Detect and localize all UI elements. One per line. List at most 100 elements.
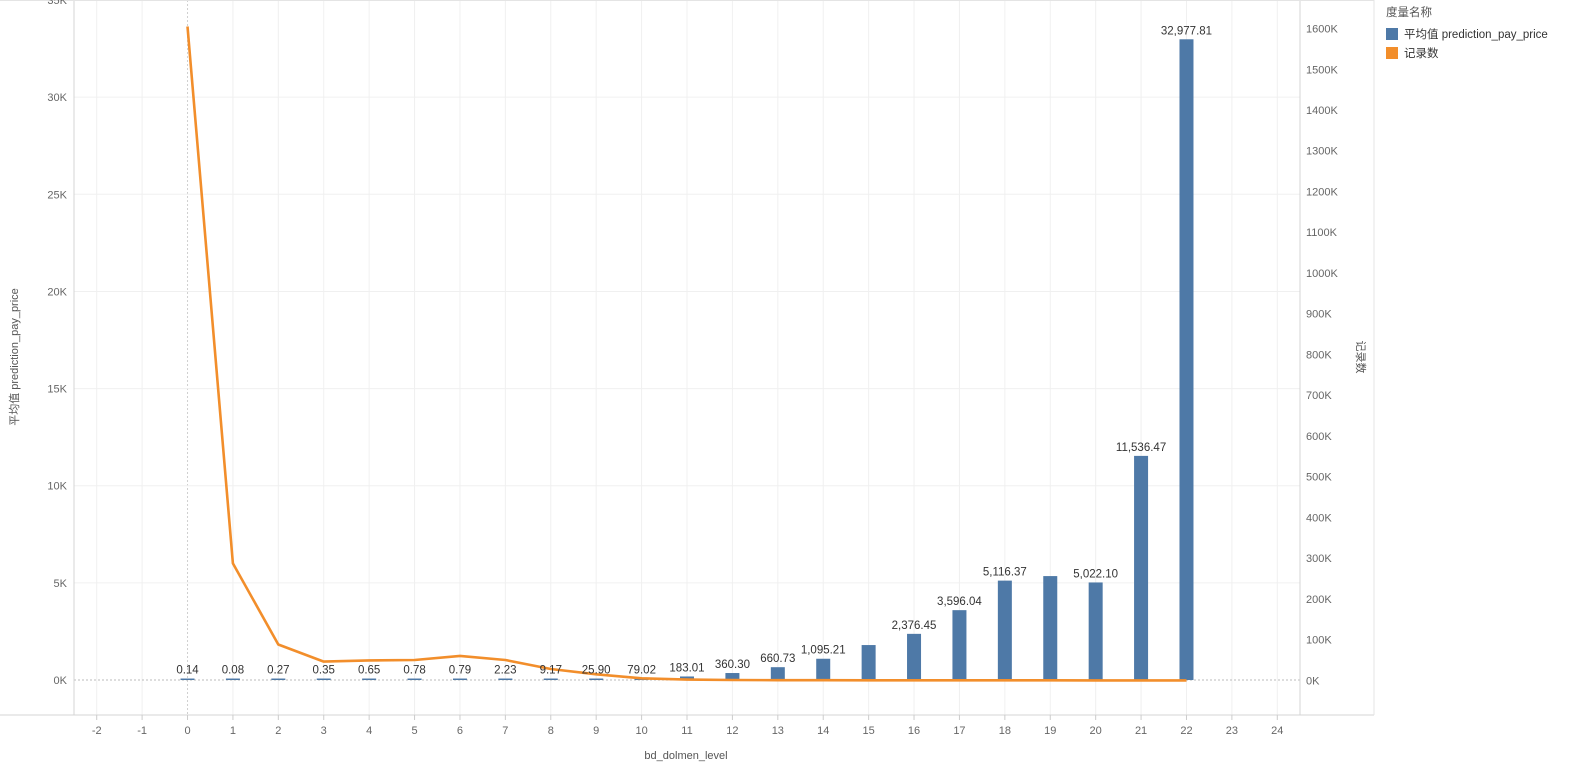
bar-level-22[interactable] (1179, 39, 1194, 681)
x-tick-label: 10 (635, 725, 647, 737)
x-tick-label: 16 (908, 725, 920, 737)
x-tick-label: -2 (92, 725, 102, 737)
y-right-tick-label: 1200K (1306, 186, 1338, 198)
y-right-tick-label: 200K (1306, 594, 1332, 606)
y-right-tick-label: 700K (1306, 390, 1332, 402)
bar-level-4[interactable] (362, 678, 377, 681)
x-tick-label: 4 (366, 725, 372, 737)
y-right-tick-label: 500K (1306, 472, 1332, 484)
bar-level-13[interactable] (770, 667, 785, 681)
bar-data-label: 0.27 (267, 665, 289, 677)
bar-data-label: 11,536.47 (1116, 442, 1166, 454)
x-tick-label: 7 (502, 725, 508, 737)
bar-data-label: 183.01 (669, 662, 704, 674)
y-right-tick-label: 0K (1306, 675, 1320, 687)
x-tick-label: 1 (230, 725, 236, 737)
bar-level-11[interactable] (680, 676, 694, 681)
bar-level-8[interactable] (543, 678, 558, 681)
bar-level-15[interactable] (861, 645, 876, 681)
bar-series (180, 39, 1194, 681)
bar-data-label: 0.35 (313, 665, 335, 677)
x-tick-label: 17 (953, 725, 965, 737)
bar-level-1[interactable] (225, 678, 240, 681)
legend-item-record-count[interactable]: 记录数 (1386, 43, 1548, 62)
y-left-tick-label: 35K (47, 0, 67, 7)
y-right-tick-label: 400K (1306, 512, 1332, 524)
x-tick-label: 22 (1180, 725, 1192, 737)
x-tick-label: 19 (1044, 725, 1056, 737)
x-tick-label: 15 (863, 725, 875, 737)
bar-level-14[interactable] (816, 658, 831, 681)
record-count-line[interactable] (186, 26, 1187, 682)
x-tick-label: 11 (681, 725, 692, 737)
legend-title: 度量名称 (1386, 7, 1432, 19)
bar-level-21[interactable] (1134, 455, 1149, 681)
x-tick-label: 14 (817, 725, 829, 737)
bar-data-label: 25.90 (582, 665, 611, 677)
legend: 度量名称 平均值 prediction_pay_price 记录数 (1386, 4, 1548, 62)
y-left-tick-label: 0K (54, 675, 68, 687)
x-tick-label: 8 (548, 725, 554, 737)
y-right-tick-label: 800K (1306, 349, 1332, 361)
data-labels: 0.14 0.08 0.27 0.35 0.65 0.78 0.79 2.23 9.17 25.9… (176, 25, 1212, 676)
bar-data-label: 1,095.21 (801, 645, 846, 657)
x-tick-label: 5 (411, 725, 417, 737)
bar-level-3[interactable] (316, 678, 331, 681)
legend-label-record-count: 记录数 (1404, 47, 1439, 60)
x-tick-label: 24 (1271, 725, 1283, 737)
bar-data-label: 0.14 (176, 665, 199, 677)
y-right-tick-label: 900K (1306, 309, 1332, 321)
y-left-tick-label: 15K (47, 384, 67, 396)
x-axis-title: bd_dolmen_level (644, 750, 727, 762)
bar-data-label: 2.23 (494, 665, 516, 677)
y-left-tick-label: 20K (47, 286, 67, 298)
bar-level-16[interactable] (907, 633, 922, 681)
bar-level-5[interactable] (407, 678, 422, 681)
bar-level-0[interactable] (180, 678, 195, 681)
bar-data-label: 2,376.45 (892, 620, 937, 632)
left-axis-title: 平均值 prediction_pay_price (8, 288, 21, 426)
y-right-tick-label: 1000K (1306, 268, 1338, 280)
bar-level-6[interactable] (452, 678, 467, 681)
legend-label-avg-price: 平均值 prediction_pay_price (1404, 28, 1548, 41)
x-tick-label: 12 (726, 725, 738, 737)
y-right-tick-label: 1300K (1306, 146, 1338, 158)
bar-level-12[interactable] (725, 673, 740, 681)
line-series (186, 26, 1187, 682)
y-right-tick-label: 1100K (1306, 227, 1338, 239)
bar-data-label: 79.02 (627, 664, 656, 676)
x-tick-label: 2 (275, 725, 281, 737)
bar-level-19[interactable] (1043, 576, 1058, 681)
x-tick-label: 23 (1226, 725, 1238, 737)
x-tick-label: 18 (999, 725, 1011, 737)
y-left-tick-label: 25K (47, 189, 67, 201)
legend-item-avg-price[interactable]: 平均值 prediction_pay_price (1386, 24, 1548, 43)
bar-data-label: 0.65 (358, 665, 380, 677)
bar-data-label: 5,116.37 (983, 567, 1027, 579)
bar-level-9[interactable] (589, 678, 604, 681)
x-tick-label: 13 (772, 725, 784, 737)
grid-lines (74, 0, 1300, 715)
bar-data-label: 5,022.10 (1073, 568, 1118, 580)
y-left-tick-label: 5K (54, 578, 68, 590)
bar-level-20[interactable] (1088, 582, 1103, 681)
bar-data-label: 0.08 (222, 665, 244, 677)
bar-level-18[interactable] (997, 580, 1012, 681)
x-tick-label: 6 (457, 725, 463, 737)
y-left-tick-label: 30K (47, 92, 67, 104)
x-tick-label: 0 (184, 725, 190, 737)
y-right-tick-label: 100K (1306, 635, 1332, 647)
bar-level-7[interactable] (498, 678, 513, 681)
bar-level-17[interactable] (952, 610, 967, 681)
left-axis: 0K 5K 10K 15K 20K 25K 30K 35K (47, 0, 67, 687)
x-axis: -2 -1 0 1 2 3 4 5 6 7 8 9 10 11 12 13 14 15 16 17 18 19 20 21 22… (92, 715, 1283, 737)
bar-data-label: 660.73 (760, 653, 795, 665)
bar-level-2[interactable] (271, 678, 286, 681)
x-tick-label: 9 (593, 725, 599, 737)
y-right-tick-label: 1500K (1306, 64, 1338, 76)
x-tick-label: -1 (137, 725, 147, 737)
bar-data-label: 0.78 (403, 665, 425, 677)
bar-data-label: 360.30 (715, 659, 750, 671)
y-right-tick-label: 300K (1306, 553, 1332, 565)
y-right-tick-label: 600K (1306, 431, 1332, 443)
